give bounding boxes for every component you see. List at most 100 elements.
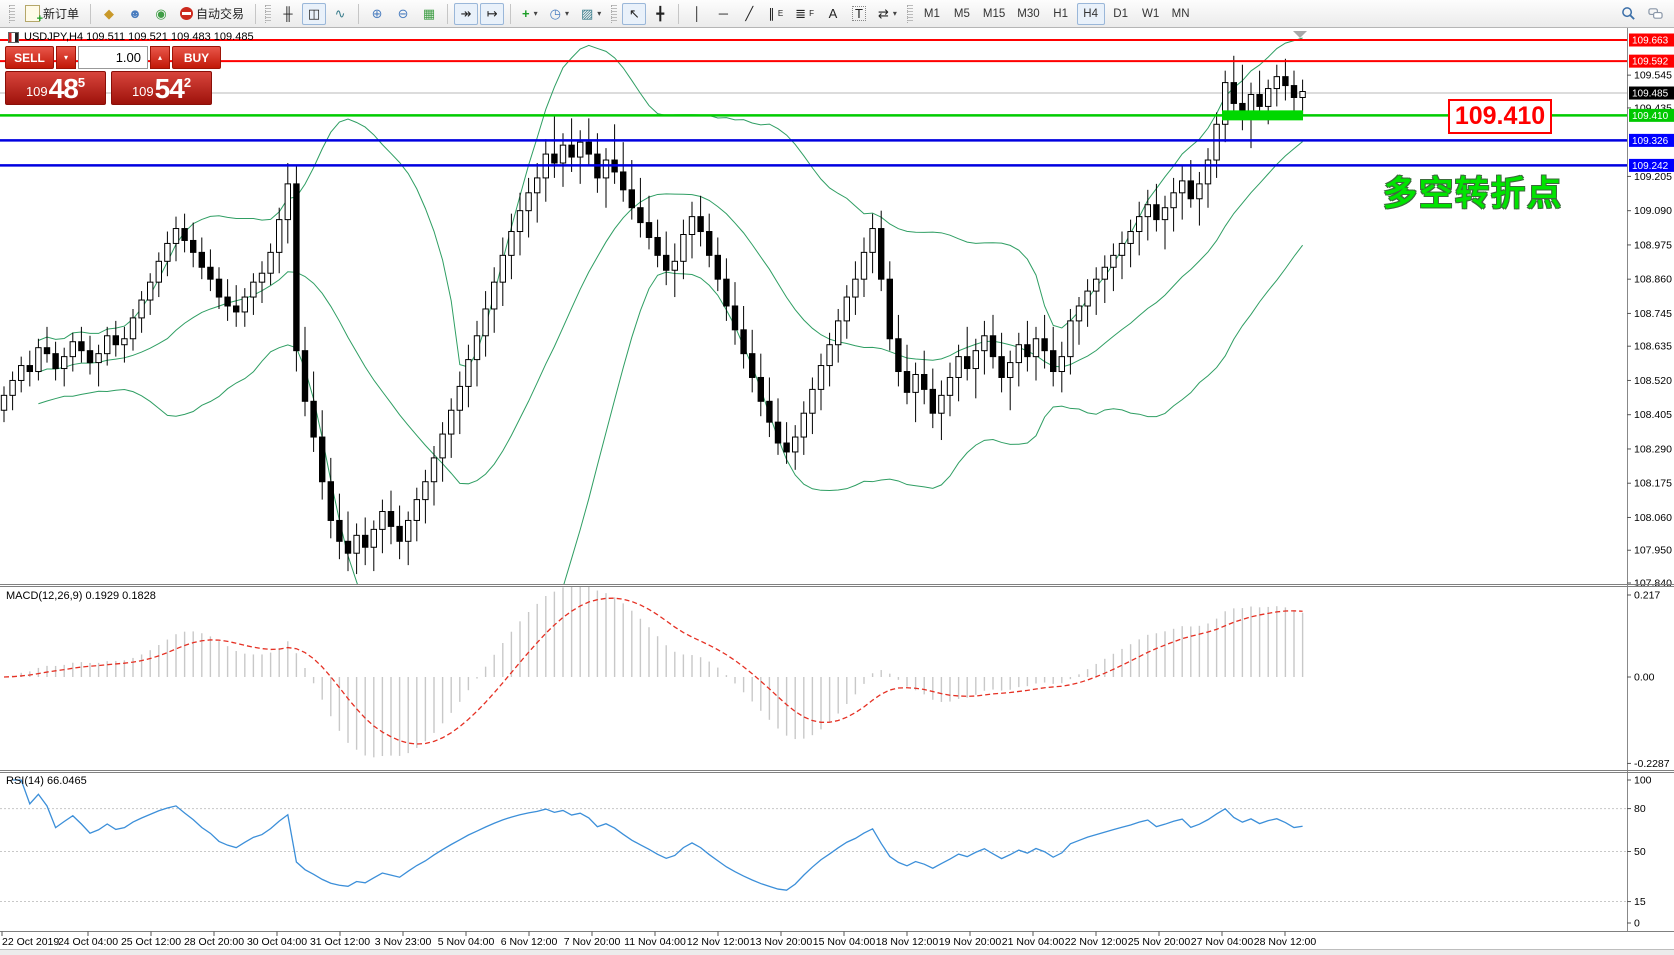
cursor-tool-button[interactable]: ↖ [622, 2, 647, 25]
timeframe-w1-button[interactable]: W1 [1137, 3, 1165, 25]
timeframe-m15-button[interactable]: M15 [978, 3, 1010, 25]
buy-button[interactable]: BUY [172, 46, 221, 69]
templates-icon: ▨ [581, 6, 594, 21]
channel-tool-button[interactable]: ∥ E [763, 3, 788, 25]
periods-button[interactable]: ◷ ▾ [545, 3, 574, 25]
svg-text:107.950: 107.950 [1634, 545, 1672, 557]
svg-text:109.485: 109.485 [1632, 89, 1669, 100]
toolbar-separator [510, 3, 512, 24]
fibonacci-tool-button[interactable]: ≣ F [790, 3, 819, 25]
signals-button[interactable]: ◉ [149, 3, 173, 25]
auto-trading-icon [180, 7, 194, 20]
timeframe-mn-button[interactable]: MN [1167, 3, 1195, 25]
toolbar-grip[interactable] [9, 4, 15, 23]
crosshair-tool-button[interactable]: ╋ [648, 3, 672, 25]
volume-increase-button[interactable]: ▴ [150, 46, 170, 69]
arrows-tool-button[interactable]: ⇄ ▾ [873, 3, 902, 25]
fibonacci-icon: ≣ [795, 6, 807, 21]
profile-button[interactable]: ☻ [123, 3, 147, 25]
svg-text:108.405: 108.405 [1634, 409, 1672, 421]
chat-button[interactable] [1643, 3, 1668, 25]
volume-input[interactable] [78, 46, 148, 69]
toolbar-separator [255, 3, 257, 24]
toolbar-grip[interactable] [906, 4, 913, 23]
new-order-label: 新订单 [43, 7, 80, 21]
svg-text:100: 100 [1634, 775, 1652, 787]
svg-text:109.205: 109.205 [1634, 171, 1672, 183]
sell-price-box[interactable]: 109 48 5 [5, 71, 106, 105]
svg-text:22 Oct 2019: 22 Oct 2019 [2, 936, 59, 948]
timeframe-m5-button[interactable]: M5 [948, 3, 976, 25]
price-level-label[interactable]: 109.410 [1448, 99, 1552, 134]
fibonacci-sub-label: F [809, 9, 814, 18]
search-icon [1622, 7, 1635, 20]
svg-text:108.290: 108.290 [1634, 443, 1672, 455]
volume-decrease-button[interactable]: ▾ [56, 46, 76, 69]
line-chart-button[interactable]: ∿ [328, 3, 352, 25]
auto-trading-button[interactable]: 自动交易 [175, 3, 249, 25]
cursor-icon: ↖ [628, 6, 640, 21]
search-button[interactable] [1616, 3, 1641, 25]
timeframe-d1-button[interactable]: D1 [1107, 3, 1135, 25]
buy-price-box[interactable]: 109 54 2 [111, 71, 212, 105]
chart-window-icon [8, 31, 19, 43]
svg-text:21 Nov 04:00: 21 Nov 04:00 [1002, 936, 1065, 948]
sell-price-prefix: 109 [25, 84, 48, 99]
new-order-button[interactable]: + 新订单 [20, 3, 84, 25]
svg-text:108.520: 108.520 [1634, 375, 1672, 387]
label-tool-button[interactable]: T [847, 3, 871, 25]
buy-price-main: 54 [154, 73, 185, 104]
svg-text:108.175: 108.175 [1634, 478, 1672, 490]
vertical-line-icon: │ [693, 6, 702, 21]
svg-text:0.00: 0.00 [1634, 672, 1655, 684]
svg-text:6 Nov 12:00: 6 Nov 12:00 [501, 936, 558, 948]
horizontal-line-icon: ─ [718, 6, 728, 21]
svg-text:30 Oct 04:00: 30 Oct 04:00 [247, 936, 307, 948]
chevron-down-icon: ▾ [533, 9, 538, 18]
rsi-indicator-label: RSI(14) 66.0465 [6, 775, 87, 787]
chart-canvas[interactable]: 109.545109.435109.205109.090108.975108.8… [0, 28, 1674, 955]
timeframe-h4-button[interactable]: H4 [1076, 2, 1105, 25]
zoom-out-icon: ⊖ [397, 6, 409, 21]
svg-text:15: 15 [1634, 896, 1646, 908]
timeframe-h1-button[interactable]: H1 [1047, 3, 1075, 25]
zoom-in-button[interactable]: ⊕ [365, 3, 389, 25]
new-order-icon: + [25, 5, 43, 25]
timeframe-m30-button[interactable]: M30 [1012, 3, 1044, 25]
horizontal-line-tool-button[interactable]: ─ [711, 3, 735, 25]
symbol-header: USDJPY,H4 109.511 109.521 109.483 109.48… [8, 31, 254, 43]
svg-text:0: 0 [1634, 918, 1640, 930]
text-tool-button[interactable]: A [821, 3, 845, 25]
toolbar: + 新订单 ◆ ☻ ◉ 自动交易 ╫ ◫ ∿ ⊕ [0, 0, 1674, 28]
auto-scroll-button[interactable]: ↠ [454, 2, 479, 25]
channel-sub-label: E [777, 9, 784, 18]
svg-text:19 Nov 20:00: 19 Nov 20:00 [939, 936, 1002, 948]
buy-price-prefix: 109 [131, 84, 154, 99]
svg-text:7 Nov 20:00: 7 Nov 20:00 [564, 936, 621, 948]
sell-button[interactable]: SELL [5, 46, 54, 69]
zoom-in-icon: ⊕ [371, 6, 383, 21]
toolbar-grip[interactable] [265, 4, 272, 23]
bar-chart-button[interactable]: ╫ [276, 3, 300, 25]
timeframe-m1-button[interactable]: M1 [918, 3, 946, 25]
templates-button[interactable]: ▨ ▾ [576, 3, 606, 25]
vertical-line-tool-button[interactable]: │ [685, 3, 709, 25]
tile-windows-button[interactable]: ▦ [417, 3, 441, 25]
svg-text:50: 50 [1634, 846, 1646, 858]
chevron-down-icon: ▾ [597, 9, 602, 18]
candlestick-chart-icon: ◫ [307, 6, 321, 21]
zoom-out-button[interactable]: ⊖ [391, 3, 415, 25]
svg-text:5 Nov 04:00: 5 Nov 04:00 [438, 936, 495, 948]
toolbar-grip[interactable] [611, 4, 618, 23]
indicators-button[interactable]: + ▾ [517, 3, 543, 25]
turning-point-annotation[interactable]: 多空转折点 [1383, 175, 1563, 213]
svg-text:13 Nov 20:00: 13 Nov 20:00 [750, 936, 813, 948]
svg-text:-0.2287: -0.2287 [1634, 758, 1670, 770]
clock-icon: ◷ [549, 6, 561, 21]
trendline-tool-button[interactable]: ╱ [737, 3, 761, 25]
svg-text:24 Oct 04:00: 24 Oct 04:00 [58, 936, 118, 948]
candlestick-chart-button[interactable]: ◫ [302, 2, 327, 25]
expert-advisors-button[interactable]: ◆ [97, 3, 121, 25]
chart-shift-button[interactable]: ↦ [480, 2, 505, 25]
